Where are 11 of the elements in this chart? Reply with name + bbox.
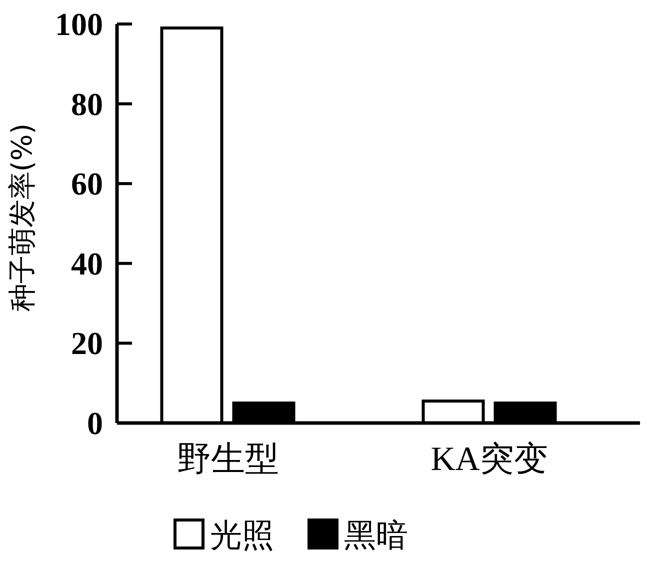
y-axis-title: 种子萌发率(%) bbox=[6, 123, 38, 312]
y-tick-label: 60 bbox=[71, 166, 103, 202]
x-tick-label: KA突变 bbox=[430, 441, 548, 478]
y-tick-label: 0 bbox=[87, 405, 103, 441]
legend-label: 光照 bbox=[210, 516, 274, 554]
x-tick-label: 野生型 bbox=[176, 441, 279, 478]
y-tick-label: 100 bbox=[55, 6, 103, 42]
y-tick-label: 40 bbox=[71, 245, 103, 282]
y-tick-label: 20 bbox=[71, 325, 103, 362]
y-tick-label: 80 bbox=[71, 86, 103, 122]
legend-label: 黑暗 bbox=[344, 516, 408, 554]
